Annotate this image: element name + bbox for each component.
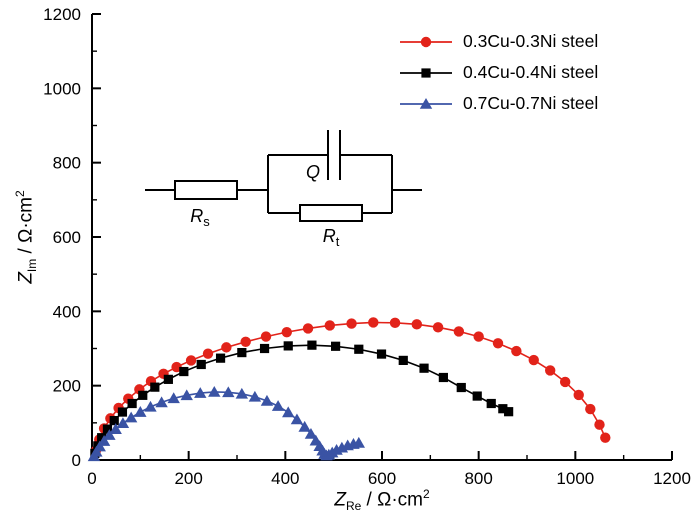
series-0.3Cu-0.3Ni steel [90,317,611,456]
y-axis-unit: / Ω·cm [15,197,37,259]
rt-symbol: R [323,226,336,246]
equivalent-circuit-inset: Rs Q Rt [145,130,422,248]
rt-subscript: t [336,234,340,248]
series-0.7Cu-0.7Ni steel [87,385,365,462]
circuit-label-rs: Rs [190,206,210,229]
legend: 0.3Cu-0.3Ni steel 0.4Cu-0.4Ni steel 0.7C… [398,26,598,119]
rs-symbol: R [190,206,203,226]
y-tick-label: 1200 [43,5,81,24]
legend-entry: 0.7Cu-0.7Ni steel [398,88,598,119]
resistor-rt-box [299,204,363,222]
x-tick-label: 1000 [556,469,594,488]
circuit-label-rt: Rt [323,226,340,248]
legend-marker-blue-triangle-icon [400,97,452,109]
axes [91,13,673,461]
tick-labels: 0 200 400 600 800 1000 1200 0 200 400 600 800 1000 12… [43,5,691,488]
y-axis-subscript: Im [25,258,40,273]
x-tick-label: 800 [464,469,492,488]
x-tick-label: 600 [368,469,396,488]
y-axis-symbol: Z [15,272,37,284]
y-axis-label: ZIm / Ω·cm2 [13,190,39,283]
x-axis-unit: / Ω·cm [361,489,423,511]
y-tick-label: 600 [53,228,81,247]
x-tick-label: 0 [87,469,96,488]
legend-label: 0.3Cu-0.3Ni steel [463,31,599,51]
x-axis-symbol: Z [334,489,346,511]
y-tick-label: 200 [53,377,81,396]
x-axis-exponent: 2 [422,487,430,501]
resistor-rs-box [174,180,238,200]
legend-marker-red-circle-icon [400,36,452,47]
x-tick-label: 1200 [653,469,691,488]
y-tick-label: 0 [72,451,81,470]
x-tick-label: 200 [174,469,202,488]
y-axis-exponent: 2 [12,190,27,198]
series-0.4Cu-0.4Ni steel [90,340,514,458]
legend-label: 0.4Cu-0.4Ni steel [463,62,599,82]
x-axis-subscript: Re [345,499,362,512]
circuit-wires [145,130,422,222]
y-tick-label: 1000 [43,79,81,98]
circuit-label-q: Q [306,162,320,182]
x-tick-label: 400 [271,469,299,488]
legend-entry: 0.4Cu-0.4Ni steel [398,57,598,88]
legend-marker-black-square-icon [400,67,452,78]
rs-subscript: s [203,214,210,229]
y-tick-label: 800 [53,154,81,173]
legend-entry: 0.3Cu-0.3Ni steel [398,26,598,57]
legend-label: 0.7Cu-0.7Ni steel [463,93,599,113]
x-axis-label: ZRe / Ω·cm2 [92,487,672,512]
y-tick-label: 400 [53,302,81,321]
